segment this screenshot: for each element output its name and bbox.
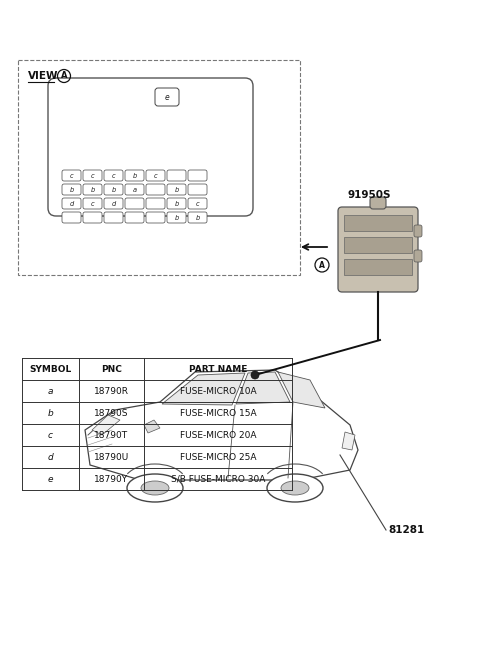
FancyBboxPatch shape — [167, 212, 186, 223]
FancyBboxPatch shape — [83, 170, 102, 181]
Text: e: e — [48, 474, 53, 483]
Text: c: c — [70, 173, 73, 178]
Text: A: A — [61, 72, 67, 81]
FancyBboxPatch shape — [338, 207, 418, 292]
FancyBboxPatch shape — [188, 170, 207, 181]
FancyBboxPatch shape — [83, 198, 102, 209]
Text: b: b — [174, 215, 179, 220]
FancyBboxPatch shape — [104, 184, 123, 195]
FancyBboxPatch shape — [125, 170, 144, 181]
FancyBboxPatch shape — [414, 250, 422, 262]
FancyBboxPatch shape — [104, 198, 123, 209]
Text: b: b — [111, 186, 116, 192]
FancyBboxPatch shape — [188, 198, 207, 209]
Ellipse shape — [281, 481, 309, 495]
Bar — [344, 259, 412, 275]
FancyBboxPatch shape — [146, 170, 165, 181]
Text: VIEW: VIEW — [28, 71, 59, 81]
Text: c: c — [112, 173, 115, 178]
Text: b: b — [174, 201, 179, 207]
Circle shape — [251, 371, 259, 379]
FancyBboxPatch shape — [146, 184, 165, 195]
FancyBboxPatch shape — [414, 225, 422, 237]
Text: b: b — [195, 215, 200, 220]
Text: d: d — [70, 201, 73, 207]
Ellipse shape — [141, 481, 169, 495]
FancyBboxPatch shape — [146, 212, 165, 223]
Text: c: c — [196, 201, 199, 207]
Text: b: b — [90, 186, 95, 192]
Bar — [18, 60, 300, 275]
Text: a: a — [48, 386, 53, 396]
Polygon shape — [278, 372, 325, 408]
Bar — [344, 215, 412, 231]
Polygon shape — [162, 373, 245, 405]
FancyBboxPatch shape — [188, 184, 207, 195]
Polygon shape — [144, 420, 160, 433]
Text: SYMBOL: SYMBOL — [29, 365, 72, 373]
Text: 18790S: 18790S — [94, 409, 129, 417]
FancyBboxPatch shape — [167, 184, 186, 195]
Text: 81281: 81281 — [388, 525, 424, 535]
Text: PNC: PNC — [101, 365, 122, 373]
FancyBboxPatch shape — [62, 198, 81, 209]
Text: b: b — [174, 186, 179, 192]
Text: c: c — [48, 430, 53, 440]
Text: a: a — [132, 186, 136, 192]
FancyBboxPatch shape — [188, 212, 207, 223]
Bar — [344, 237, 412, 253]
Text: d: d — [48, 453, 53, 462]
FancyBboxPatch shape — [104, 170, 123, 181]
FancyBboxPatch shape — [62, 212, 81, 223]
FancyBboxPatch shape — [62, 184, 81, 195]
Text: d: d — [111, 201, 116, 207]
Text: FUSE-MICRO 15A: FUSE-MICRO 15A — [180, 409, 256, 417]
Text: c: c — [91, 201, 94, 207]
Polygon shape — [342, 432, 355, 450]
Text: FUSE-MICRO 10A: FUSE-MICRO 10A — [180, 386, 256, 396]
FancyBboxPatch shape — [48, 78, 253, 216]
FancyBboxPatch shape — [167, 198, 186, 209]
FancyBboxPatch shape — [125, 198, 144, 209]
Polygon shape — [85, 370, 358, 480]
Text: S/B FUSE-MICRO 30A: S/B FUSE-MICRO 30A — [171, 474, 265, 483]
FancyBboxPatch shape — [62, 170, 81, 181]
Text: 18790Y: 18790Y — [95, 474, 129, 483]
Ellipse shape — [267, 474, 323, 502]
FancyBboxPatch shape — [83, 212, 102, 223]
FancyBboxPatch shape — [146, 198, 165, 209]
FancyBboxPatch shape — [167, 170, 186, 181]
Text: 18790U: 18790U — [94, 453, 129, 462]
Text: c: c — [154, 173, 157, 178]
FancyBboxPatch shape — [125, 212, 144, 223]
FancyBboxPatch shape — [83, 184, 102, 195]
Text: c: c — [91, 173, 94, 178]
FancyBboxPatch shape — [125, 184, 144, 195]
Text: e: e — [165, 92, 169, 102]
Text: A: A — [319, 260, 325, 270]
FancyBboxPatch shape — [155, 88, 179, 106]
Text: PART NAME: PART NAME — [189, 365, 247, 373]
Text: FUSE-MICRO 20A: FUSE-MICRO 20A — [180, 430, 256, 440]
Text: FUSE-MICRO 25A: FUSE-MICRO 25A — [180, 453, 256, 462]
Text: b: b — [70, 186, 73, 192]
Ellipse shape — [127, 474, 183, 502]
Polygon shape — [236, 372, 290, 404]
FancyBboxPatch shape — [104, 212, 123, 223]
Text: b: b — [132, 173, 137, 178]
FancyBboxPatch shape — [370, 197, 386, 209]
Text: 18790T: 18790T — [95, 430, 129, 440]
Text: 18790R: 18790R — [94, 386, 129, 396]
Text: b: b — [48, 409, 53, 417]
Polygon shape — [92, 415, 120, 435]
Text: 91950S: 91950S — [348, 190, 392, 200]
